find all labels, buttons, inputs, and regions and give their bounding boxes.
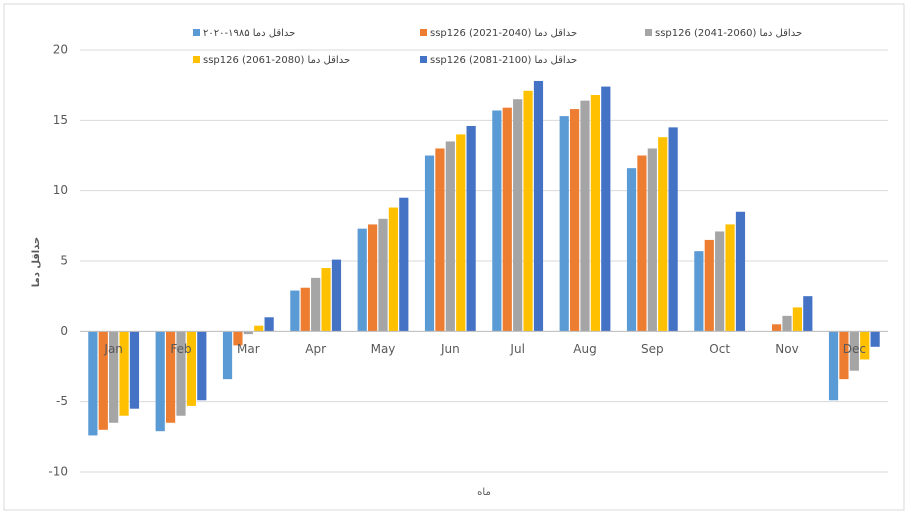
bar <box>331 259 342 332</box>
bar <box>828 331 839 401</box>
bar <box>513 99 523 332</box>
bar <box>119 331 129 416</box>
legend-swatch <box>420 56 427 63</box>
bar <box>243 331 253 335</box>
legend-swatch <box>193 29 200 36</box>
x-axis-label: ماه <box>477 487 491 498</box>
x-tick-label: Aug <box>573 342 596 356</box>
bar <box>492 110 502 332</box>
bar <box>658 137 668 332</box>
bar <box>435 148 445 332</box>
legend-label: حداقل دما ssp126 (2041-2060) <box>655 28 802 39</box>
y-tick-label: 15 <box>53 113 68 127</box>
bar <box>860 331 870 360</box>
bar <box>290 290 300 332</box>
bar <box>321 268 331 332</box>
bar <box>109 331 119 423</box>
bar <box>704 239 714 332</box>
bar <box>176 331 186 416</box>
bar <box>694 251 704 332</box>
bar <box>523 90 533 332</box>
bar <box>456 134 466 332</box>
bar <box>839 331 849 380</box>
bar <box>533 80 544 332</box>
bar <box>601 86 611 332</box>
y-tick-label: 20 <box>53 43 68 57</box>
x-tick-label: Jun <box>440 342 460 356</box>
x-tick-label: Jan <box>103 342 123 356</box>
y-axis-label: حداقل دما <box>31 237 42 287</box>
bar <box>668 127 678 332</box>
x-tick-label: Jul <box>509 342 524 356</box>
bar <box>792 307 802 332</box>
x-tick-label: Oct <box>709 342 730 356</box>
bar <box>155 331 165 432</box>
bar <box>445 141 455 332</box>
bar <box>580 100 590 332</box>
bar <box>388 207 398 332</box>
bar <box>735 211 746 332</box>
x-tick-label: Dec <box>843 342 866 356</box>
bar <box>368 224 378 332</box>
bar <box>399 197 409 332</box>
bar <box>647 148 657 332</box>
y-tick-label: -10 <box>48 465 68 479</box>
x-tick-label: Feb <box>170 342 191 356</box>
bar <box>424 155 435 332</box>
bar <box>166 331 176 423</box>
x-tick-label: Mar <box>237 342 260 356</box>
bar <box>311 277 321 332</box>
bar <box>378 218 388 332</box>
x-tick-label: Nov <box>775 342 798 356</box>
legend-swatch <box>645 29 652 36</box>
bar <box>870 331 880 347</box>
bar <box>637 155 647 332</box>
bar <box>782 315 792 332</box>
bar <box>626 168 637 332</box>
bar <box>570 109 580 332</box>
bar <box>197 331 207 401</box>
legend-label: حداقل دما ssp126 (2081-2100) <box>430 55 577 66</box>
bar <box>186 331 196 406</box>
x-tick-label: May <box>371 342 396 356</box>
bar <box>772 324 782 332</box>
legend-label: حداقل دما ssp126 (2061-2080) <box>203 55 350 66</box>
bar <box>357 228 367 332</box>
bar <box>502 107 512 332</box>
bar <box>254 325 264 332</box>
legend-label: حداقل دما ssp126 (2021-2040) <box>430 28 577 39</box>
bar <box>222 331 233 380</box>
bar <box>715 231 725 332</box>
bar <box>466 125 476 332</box>
x-tick-label: Sep <box>641 342 664 356</box>
bar <box>300 287 310 332</box>
y-tick-label: 0 <box>60 324 68 338</box>
bar <box>725 224 735 332</box>
x-tick-label: Apr <box>305 342 326 356</box>
y-tick-label: -5 <box>56 394 68 408</box>
bar <box>129 331 140 409</box>
bar <box>559 116 569 332</box>
bar <box>264 317 274 332</box>
legend-swatch <box>193 56 200 63</box>
y-tick-label: 10 <box>53 183 68 197</box>
bar <box>849 331 859 371</box>
bar <box>803 296 813 332</box>
legend-swatch <box>420 29 427 36</box>
bar <box>233 331 243 346</box>
legend-label: حداقل دما ۱۹۸۵-۲۰۲۰ <box>203 28 295 39</box>
bar <box>88 331 98 436</box>
bar <box>98 331 108 430</box>
y-tick-label: 5 <box>60 254 68 268</box>
bar <box>590 95 600 332</box>
